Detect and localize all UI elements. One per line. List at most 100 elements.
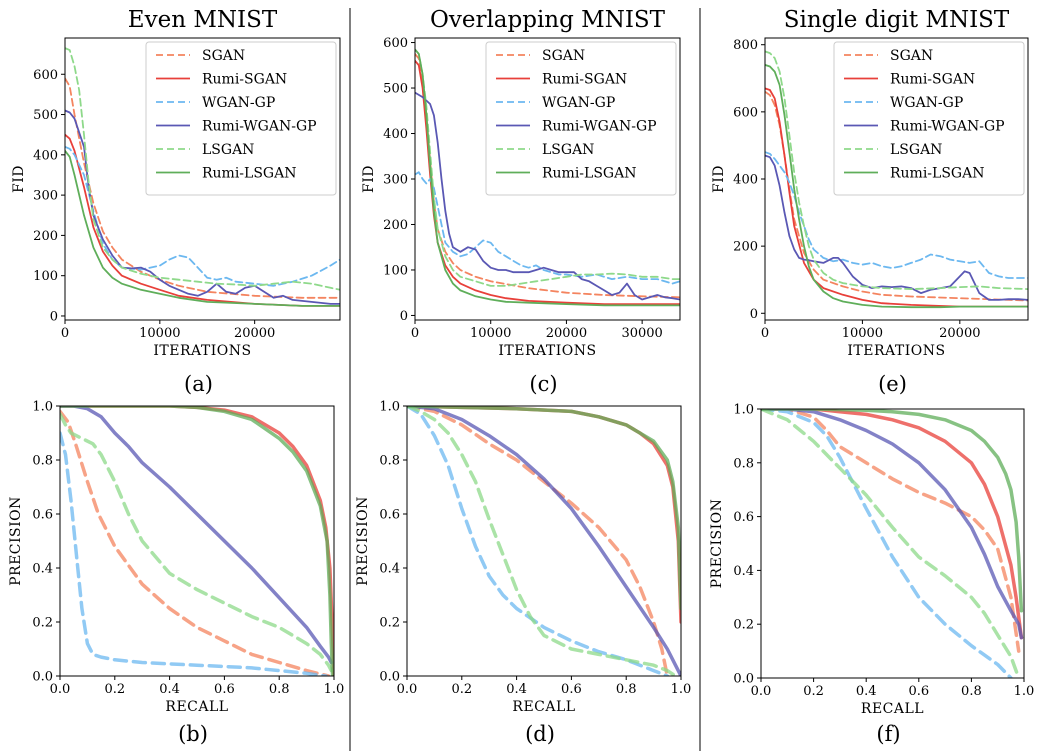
x-tick-label: 0.4 [159, 682, 180, 697]
series-line-rumi-lsgan [765, 64, 1028, 309]
x-tick-label: 0 [61, 326, 69, 341]
legend-box [833, 41, 1025, 196]
y-tick-label: 1.0 [32, 400, 53, 415]
plot-frame [760, 408, 1025, 679]
y-tick-label: 0.8 [32, 454, 53, 469]
panel-label: (c) [529, 372, 557, 396]
x-tick-label: 1.0 [1014, 684, 1035, 699]
y-axis-label: PRECISION [8, 496, 24, 586]
panel-label: (a) [184, 372, 213, 396]
legend-entry: Rumi-SGAN [202, 72, 287, 88]
legend-entry: Rumi-LSGAN [890, 166, 984, 182]
legend-entry: LSGAN [202, 142, 254, 158]
y-tick-label: 0 [750, 307, 758, 322]
y-axis-label: FID [361, 165, 377, 193]
y-tick-label: 600 [733, 105, 758, 120]
plot-frame [59, 405, 335, 677]
y-tick-label: 0.8 [733, 456, 754, 471]
x-tick-label: 20000 [939, 326, 980, 341]
legend-entry: SGAN [890, 48, 933, 64]
series-line-lsgan [407, 406, 678, 676]
series-line-rumi-wgan-gp [407, 406, 681, 676]
x-axis-label: ITERATIONS [153, 343, 251, 359]
series-line-wgan-gp [765, 151, 1028, 279]
x-axis-label: RECALL [512, 699, 575, 715]
series-line-rumi-lsgan [65, 149, 340, 307]
series-line-rumi-wgan-gp [60, 406, 334, 665]
series-line-sgan [60, 409, 331, 676]
series-line-rumi-lsgan [60, 406, 334, 676]
legend-entry: Rumi-WGAN-GP [202, 119, 317, 135]
y-tick-label: 0.6 [379, 508, 400, 523]
legend-entry: WGAN-GP [202, 95, 275, 111]
x-tick-label: 0.8 [616, 682, 637, 697]
series-line-rumi-wgan-gp [415, 91, 680, 301]
y-tick-label: 200 [733, 240, 758, 255]
x-tick-label: 0 [761, 326, 769, 341]
series-line-sgan [407, 406, 670, 676]
y-axis-label: FID [11, 165, 27, 193]
series-line-sgan [765, 90, 1028, 302]
series-line-wgan-gp [407, 406, 670, 676]
y-tick-label: 400 [733, 173, 758, 188]
y-tick-label: 0.0 [32, 670, 53, 685]
panel-label: (e) [878, 372, 907, 396]
y-tick-label: 300 [33, 189, 58, 204]
series-line-lsgan [60, 412, 334, 673]
y-tick-label: 1.0 [379, 400, 400, 415]
x-tick-label: 20000 [234, 326, 275, 341]
legend-entry: LSGAN [542, 142, 594, 158]
series-line-wgan-gp [415, 171, 680, 285]
y-tick-label: 200 [33, 229, 58, 244]
legend-entry: Rumi-SGAN [542, 72, 627, 88]
series-line-rumi-lsgan [415, 48, 680, 307]
y-tick-label: 0.8 [379, 454, 400, 469]
x-tick-label: 10000 [139, 326, 180, 341]
x-tick-label: 0.8 [269, 682, 290, 697]
legend-entry: WGAN-GP [890, 95, 963, 111]
legend-entry: Rumi-LSGAN [202, 166, 296, 182]
series-group [60, 406, 334, 676]
y-tick-label: 800 [733, 38, 758, 53]
x-tick-label: 10000 [842, 326, 883, 341]
chart-d: 0.0 0.2 0.4 0.6 0.8 1.0 0.0 0.2 0.4 0.6 0.8 1.0 RECA… [355, 400, 691, 747]
series-group [415, 48, 680, 307]
y-tick-label: 500 [383, 82, 408, 97]
panel-label: (d) [525, 722, 555, 746]
x-tick-label: 0.2 [803, 684, 824, 699]
legend: SGAN Rumi-SGAN WGAN-GP Rumi-WGAN-GP LSGAN Rum… [145, 41, 337, 196]
x-axis-label: ITERATIONS [847, 343, 945, 359]
series-line-lsgan [761, 409, 1021, 678]
series-group [765, 50, 1028, 309]
x-tick-label: 10000 [470, 326, 511, 341]
x-axis-label: ITERATIONS [498, 343, 596, 359]
y-tick-label: 600 [383, 36, 408, 51]
x-tick-label: 30000 [621, 326, 662, 341]
y-tick-label: 300 [383, 173, 408, 188]
x-tick-label: 0.6 [908, 684, 929, 699]
panel-label: (b) [178, 722, 208, 746]
plot-frame [64, 37, 341, 321]
y-tick-label: 100 [383, 263, 408, 278]
series-line-rumi-lsgan [761, 409, 1024, 613]
y-tick-label: 0 [50, 309, 58, 324]
chart-a: Even MNIST 0 10000 20000 0 100 200 300 400 500 600… [11, 7, 341, 396]
y-tick-label: 0.0 [733, 672, 754, 687]
series-line-lsgan [765, 50, 1028, 291]
y-tick-label: 500 [33, 108, 58, 123]
series-group [407, 406, 681, 676]
legend: SGAN Rumi-SGAN WGAN-GP Rumi-WGAN-GP LSGAN Rum… [833, 41, 1025, 196]
y-tick-label: 0.2 [733, 618, 754, 633]
y-tick-label: 100 [33, 269, 58, 284]
legend-entry: LSGAN [890, 142, 942, 158]
x-tick-label: 0.8 [961, 684, 982, 699]
x-axis-label: RECALL [861, 701, 924, 717]
series-line-sgan [761, 409, 1021, 653]
x-axis-label: RECALL [165, 699, 228, 715]
x-tick-label: 0.6 [561, 682, 582, 697]
legend: SGAN Rumi-SGAN WGAN-GP Rumi-WGAN-GP LSGAN Rum… [485, 41, 677, 196]
x-tick-label: 0.2 [451, 682, 472, 697]
y-tick-label: 600 [33, 68, 58, 83]
